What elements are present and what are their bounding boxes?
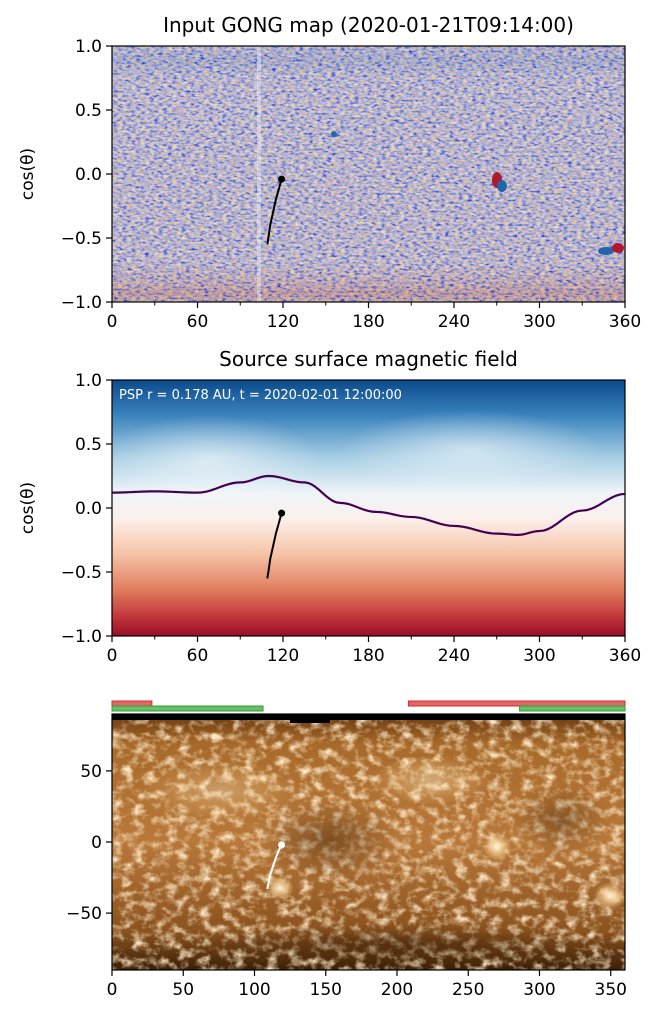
gong-map — [112, 46, 625, 302]
aia-psp-position — [278, 841, 286, 849]
source-surface-axes: 0 60 120 180 240 300 360 −1.0 −0.5 0.0 0.5 1.0 — [61, 371, 642, 666]
polarity-bar-red — [407, 700, 626, 707]
y-tick-label: 50 — [80, 762, 102, 782]
source-surface-ylabel: cos(θ) — [18, 482, 38, 534]
polarity-bar-red — [111, 700, 153, 707]
x-tick-label: 240 — [438, 646, 470, 666]
x-tick-label: 360 — [609, 312, 641, 332]
gong-title: Input GONG map (2020-01-21T09:14:00) — [163, 13, 574, 37]
y-tick-label: 1.0 — [75, 37, 102, 57]
x-tick-label: 300 — [523, 312, 555, 332]
y-tick-label: 0.5 — [75, 101, 102, 121]
x-tick-label: 120 — [267, 646, 299, 666]
x-tick-label: 360 — [609, 646, 641, 666]
y-tick-label: −50 — [66, 904, 102, 924]
source-surface-title: Source surface magnetic field — [219, 347, 518, 371]
y-tick-label: −1.0 — [61, 293, 102, 313]
gong-psp-position — [278, 175, 286, 183]
neutral-line — [111, 474, 626, 536]
source-surface-panel: Source surface magnetic field PSP r = 0.… — [18, 347, 641, 666]
aia-panel: 0 50 100 150 200 250 300 350 −50 0 50 — [66, 700, 627, 1000]
aia-psp-trajectory — [266, 844, 283, 890]
x-tick-label: 0 — [107, 980, 118, 1000]
y-tick-label: −0.5 — [61, 229, 102, 249]
x-tick-label: 60 — [187, 312, 209, 332]
x-tick-label: 120 — [267, 312, 299, 332]
aia-map — [112, 714, 625, 970]
gong-active-region-1 — [492, 172, 507, 192]
source-surface-psp-position — [278, 509, 286, 517]
x-tick-label: 100 — [238, 980, 270, 1000]
polarity-bar-green — [111, 705, 264, 712]
aia-bright-region-3 — [594, 882, 625, 910]
x-tick-label: 300 — [523, 646, 555, 666]
x-tick-label: 60 — [187, 646, 209, 666]
x-tick-label: 200 — [381, 980, 413, 1000]
source-surface-map — [112, 380, 625, 636]
source-surface-psp-trajectory — [266, 512, 283, 579]
gong-ylabel: cos(θ) — [18, 148, 38, 200]
y-tick-label: 0.0 — [75, 165, 102, 185]
x-tick-label: 0 — [107, 646, 118, 666]
x-tick-label: 50 — [172, 980, 194, 1000]
gong-axes: 0 60 120 180 240 300 360 −1.0 −0.5 0.0 0.5 1.0 — [61, 37, 642, 332]
gong-psp-trajectory — [266, 178, 283, 245]
aia-bright-region-2 — [483, 833, 511, 861]
x-tick-label: 350 — [595, 980, 627, 1000]
x-tick-label: 0 — [107, 312, 118, 332]
gong-active-region-2 — [598, 243, 624, 255]
y-tick-label: −1.0 — [61, 627, 102, 647]
polarity-bars — [111, 700, 626, 712]
x-tick-label: 240 — [438, 312, 470, 332]
x-tick-label: 300 — [523, 980, 555, 1000]
aia-bright-region-1 — [266, 876, 294, 900]
gong-active-region-3 — [331, 131, 337, 137]
y-tick-label: 1.0 — [75, 371, 102, 391]
y-tick-label: 0.5 — [75, 435, 102, 455]
polarity-bar-green — [519, 705, 626, 712]
x-tick-label: 180 — [352, 646, 384, 666]
x-tick-label: 150 — [310, 980, 342, 1000]
y-tick-label: 0.0 — [75, 499, 102, 519]
y-tick-label: 0 — [91, 833, 102, 853]
psp-annotation: PSP r = 0.178 AU, t = 2020-02-01 12:00:0… — [119, 388, 402, 403]
x-tick-label: 250 — [452, 980, 484, 1000]
gong-panel: Input GONG map (2020-01-21T09:14:00) 0 60… — [18, 13, 641, 332]
y-tick-label: −0.5 — [61, 563, 102, 583]
x-tick-label: 180 — [352, 312, 384, 332]
aia-axes: 0 50 100 150 200 250 300 350 −50 0 50 — [66, 762, 627, 1000]
